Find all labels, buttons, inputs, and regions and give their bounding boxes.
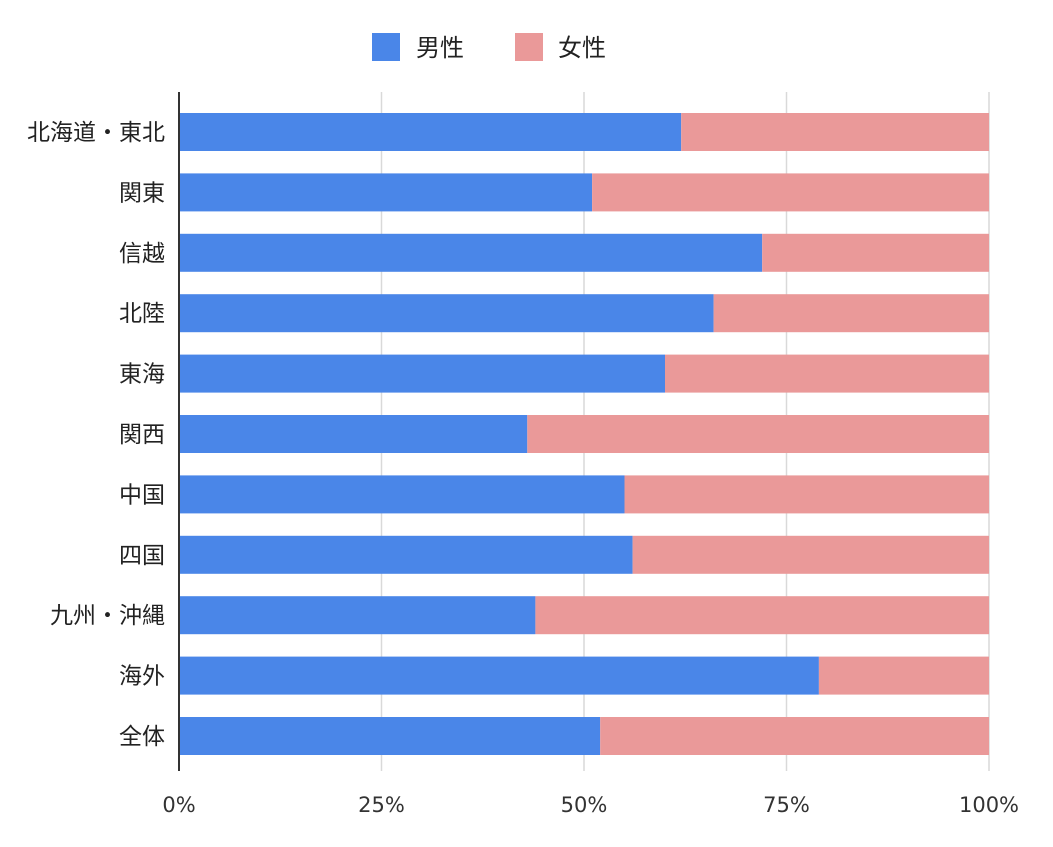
x-tick-label: 100% [959,793,1019,817]
category-label: 全体 [119,724,165,750]
bar-male-8 [179,535,633,574]
category-label: 関西 [119,422,165,448]
category-label: 北陸 [119,301,165,327]
category-label: 海外 [119,664,165,690]
category-label: 関東 [119,180,165,206]
category-label: 九州・沖縄 [50,603,165,629]
legend-item-2[interactable]: 女性 [515,33,606,62]
bar-female-2 [592,173,989,212]
category-label: 信越 [119,241,165,267]
bar-male-1 [179,113,682,151]
bar-female-9 [535,596,989,635]
bar-male-10 [179,656,819,695]
bar-female-8 [632,535,989,574]
bar-female-11 [600,717,989,755]
x-tick-label: 0% [162,793,195,817]
category-label: 東海 [119,362,165,388]
category-label: 中国 [119,482,165,508]
bar-female-1 [681,113,989,151]
bar-female-7 [624,475,989,514]
x-tick-label: 75% [763,793,810,817]
bar-male-2 [179,173,593,212]
x-tick-label: 50% [561,793,608,817]
bar-male-9 [179,596,536,635]
category-label: 四国 [119,543,165,569]
legend-swatch-2 [515,33,543,61]
bar-female-5 [665,354,989,393]
bars [179,113,989,755]
legend-label-1: 男性 [416,34,464,62]
bar-male-3 [179,233,763,272]
legend-label-2: 女性 [558,34,606,62]
bar-female-6 [527,415,989,453]
x-tick-label: 25% [358,793,405,817]
bar-male-7 [179,475,625,514]
bar-female-3 [762,233,989,272]
x-axis-ticks: 0% 25% 50% 75% 100% [162,793,1019,817]
bar-female-10 [818,656,989,695]
legend-swatch-1 [372,33,400,61]
bar-male-4 [179,294,714,333]
bar-male-6 [179,415,528,453]
bar-male-11 [179,717,601,755]
legend: 男性 女性 [372,33,606,62]
bar-female-4 [713,294,989,333]
legend-item-1[interactable]: 男性 [372,33,464,62]
bar-male-5 [179,354,665,393]
category-label: 北海道・東北 [27,120,165,146]
